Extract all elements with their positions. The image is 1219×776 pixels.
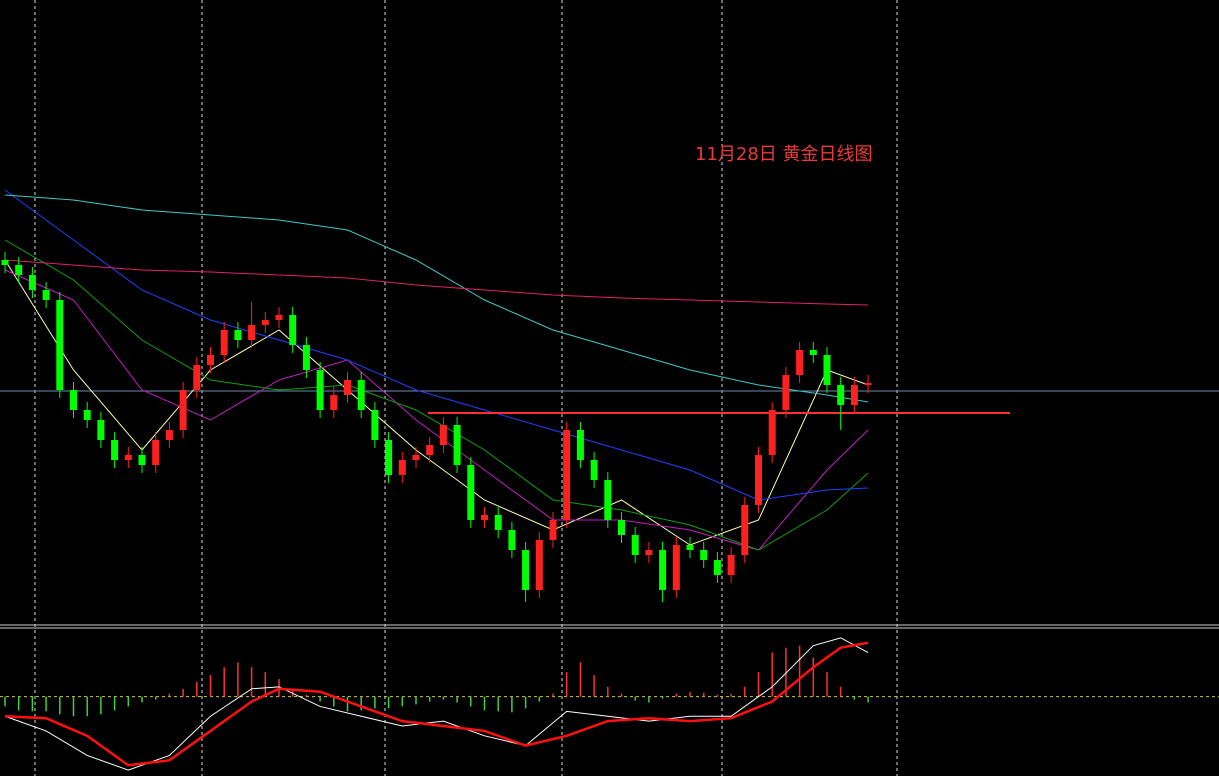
candle-body <box>809 350 817 355</box>
moving-average <box>4 194 869 403</box>
candle-body <box>796 350 804 375</box>
candle-body <box>659 550 667 590</box>
candle-body <box>439 425 447 445</box>
candle-body <box>138 455 146 465</box>
candle-body <box>563 430 571 520</box>
candle-body <box>152 440 160 465</box>
candle-body <box>111 440 119 460</box>
candle-body <box>549 520 557 540</box>
candle-body <box>412 455 420 460</box>
candle-body <box>42 290 50 300</box>
candle-body <box>15 265 23 275</box>
candle-body <box>248 325 256 340</box>
candle-body <box>864 383 872 385</box>
candle-body <box>823 355 831 385</box>
candle-body <box>604 480 612 520</box>
candle-body <box>782 375 790 410</box>
candle-body <box>97 420 105 440</box>
candle-body <box>672 545 680 590</box>
candle-body <box>70 390 77 410</box>
candle-body <box>768 410 776 455</box>
candle-body <box>713 560 721 575</box>
candle-body <box>494 515 502 530</box>
candle-body <box>755 455 762 505</box>
candle-body <box>426 445 434 455</box>
macd-dea <box>4 641 869 767</box>
candle-body <box>275 315 283 320</box>
candle-body <box>467 465 475 520</box>
candle-body <box>357 380 365 410</box>
candle-body <box>179 390 187 430</box>
candle-body <box>124 455 132 460</box>
candle-body <box>522 550 530 590</box>
moving-average <box>4 189 869 501</box>
candle-body <box>590 460 598 480</box>
candle-body <box>741 505 749 555</box>
candle-body <box>261 320 269 325</box>
candle-body <box>371 410 379 440</box>
candle-body <box>727 555 735 575</box>
candle-body <box>302 345 310 370</box>
candle-body <box>165 430 173 440</box>
candle-body <box>1 260 9 265</box>
candle-body <box>700 550 708 560</box>
candle-body <box>576 430 584 460</box>
candle-body <box>207 355 214 365</box>
candle-body <box>83 410 91 420</box>
candle-body <box>193 365 201 390</box>
candle-body <box>850 385 858 405</box>
chart-title: 11月28日 黄金日线图 <box>695 144 873 165</box>
candle-body <box>56 300 64 390</box>
candle-body <box>385 440 393 475</box>
candle-body <box>220 330 228 355</box>
candle-body <box>398 460 406 475</box>
candle-body <box>631 535 639 555</box>
moving-average <box>4 269 869 551</box>
candle-body <box>686 545 694 550</box>
candle-body <box>28 275 36 290</box>
candle-body <box>234 330 242 340</box>
candle-body <box>453 425 461 465</box>
candle-body <box>316 370 324 410</box>
candle-body <box>618 520 625 535</box>
period-separators <box>34 0 898 776</box>
moving-average <box>4 259 869 306</box>
candle-body <box>481 515 488 520</box>
candle-body <box>535 540 543 590</box>
candle-body <box>508 530 516 550</box>
moving-average <box>4 259 869 546</box>
candle-body <box>837 385 845 405</box>
candle-body <box>330 395 338 410</box>
candle-body <box>344 380 351 395</box>
candle-body <box>289 315 297 345</box>
candle-body <box>645 550 653 555</box>
macd-dif <box>4 637 869 771</box>
